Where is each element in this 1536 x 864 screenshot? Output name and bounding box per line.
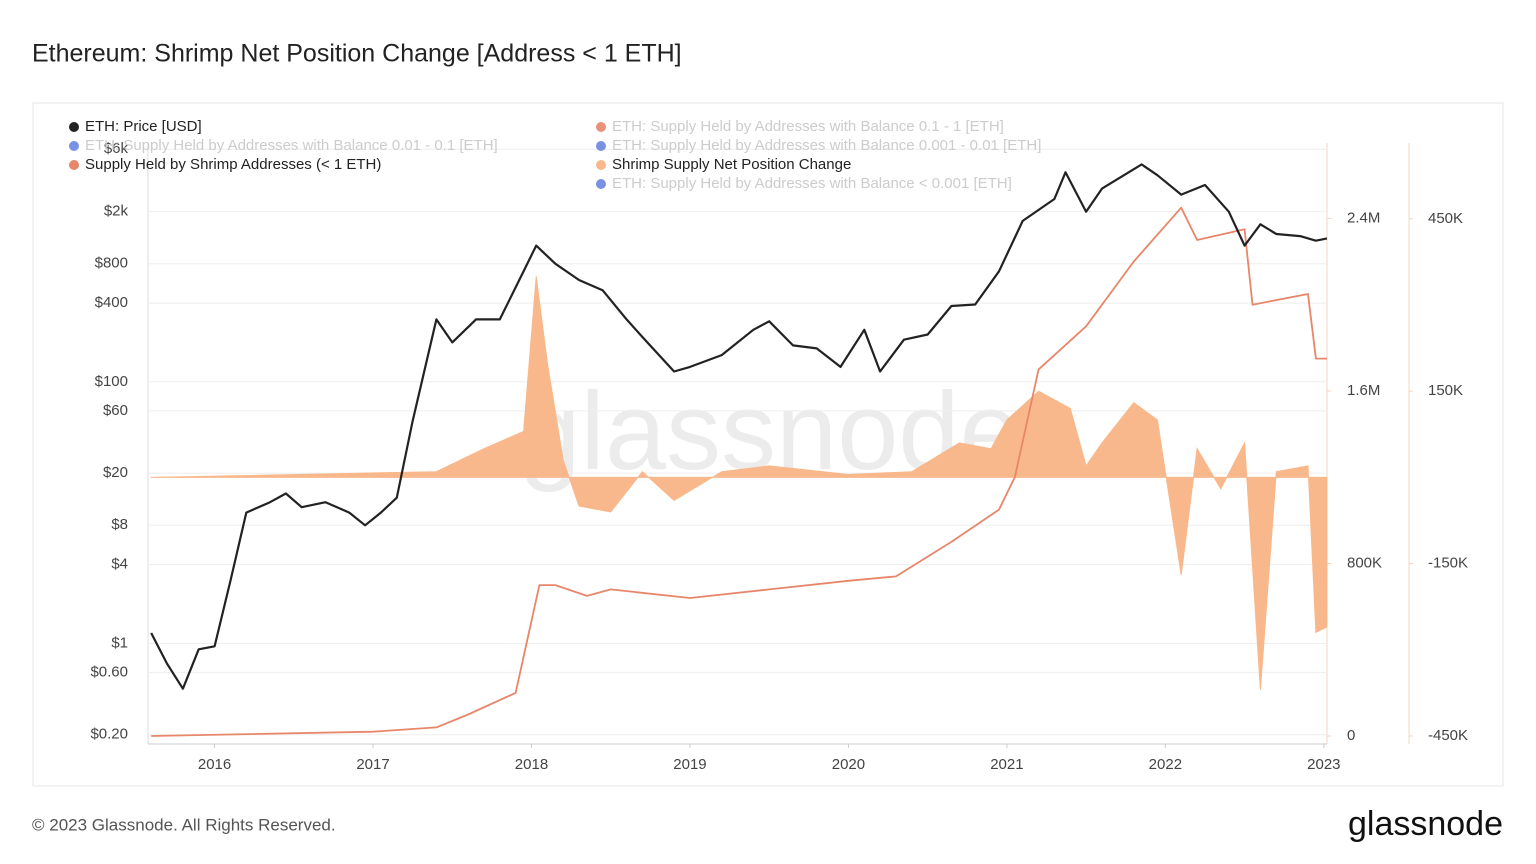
y3-tick-label: 150K <box>1428 382 1463 399</box>
y3-tick-label: -450K <box>1428 727 1468 744</box>
legend-swatch <box>69 160 79 170</box>
legend-label: ETH: Supply Held by Addresses with Balan… <box>612 118 1004 135</box>
legend-label: ETH: Price [USD] <box>85 118 202 135</box>
y-tick-label: $400 <box>95 294 128 311</box>
y-tick-label: $0.60 <box>90 663 128 680</box>
legend-swatch <box>596 160 606 170</box>
y-tick-label: $100 <box>95 373 128 390</box>
x-tick-label: 2019 <box>673 756 706 773</box>
y-tick-label: $6k <box>104 140 129 157</box>
legend-label: ETH: Supply Held by Addresses with Balan… <box>85 137 498 154</box>
line-series <box>150 163 1328 690</box>
x-tick-label: 2017 <box>356 756 389 773</box>
x-tick-label: 2023 <box>1307 756 1340 773</box>
logo: glassnode <box>1348 805 1503 843</box>
card <box>32 102 1504 787</box>
legend-swatch <box>596 141 606 151</box>
y-tick-label: $20 <box>103 464 128 481</box>
x-tick-label: 2021 <box>990 756 1023 773</box>
footer: © 2023 Glassnode. All Rights Reserved. <box>32 815 336 834</box>
y3-tick-label: -150K <box>1428 555 1468 572</box>
x-tick-label: 2022 <box>1149 756 1182 773</box>
y2-tick-label: 800K <box>1347 554 1382 571</box>
x-tick-label: 2016 <box>198 756 231 773</box>
y2-tick-label: 1.6M <box>1347 382 1380 399</box>
chart-title: Ethereum: Shrimp Net Position Change [Ad… <box>32 40 682 68</box>
legend-label: Supply Held by Shrimp Addresses (< 1 ETH… <box>85 156 381 173</box>
x-tick-label: 2018 <box>515 756 548 773</box>
legend-swatch <box>69 122 79 132</box>
y2-tick-label: 0 <box>1347 727 1355 744</box>
y-tick-label: $8 <box>111 516 128 533</box>
legend-label: ETH: Supply Held by Addresses with Balan… <box>612 137 1041 154</box>
y-tick-label: $800 <box>95 255 128 272</box>
area-series <box>151 276 1328 691</box>
y-tick-label: $1 <box>111 634 128 651</box>
legend-swatch <box>596 179 606 189</box>
x-tick-label: 2020 <box>832 756 865 773</box>
y2-tick-label: 2.4M <box>1347 209 1380 226</box>
y-tick-label: $2k <box>104 203 129 220</box>
legend-label: Shrimp Supply Net Position Change <box>612 156 851 173</box>
legend-label: ETH: Supply Held by Addresses with Balan… <box>612 175 1012 192</box>
legend-swatch <box>69 141 79 151</box>
y3-tick-label: 450K <box>1428 210 1463 227</box>
y-tick-label: $4 <box>111 556 128 573</box>
y-tick-label: $0.20 <box>90 726 128 743</box>
y-tick-label: $60 <box>103 402 128 419</box>
legend-swatch <box>596 122 606 132</box>
